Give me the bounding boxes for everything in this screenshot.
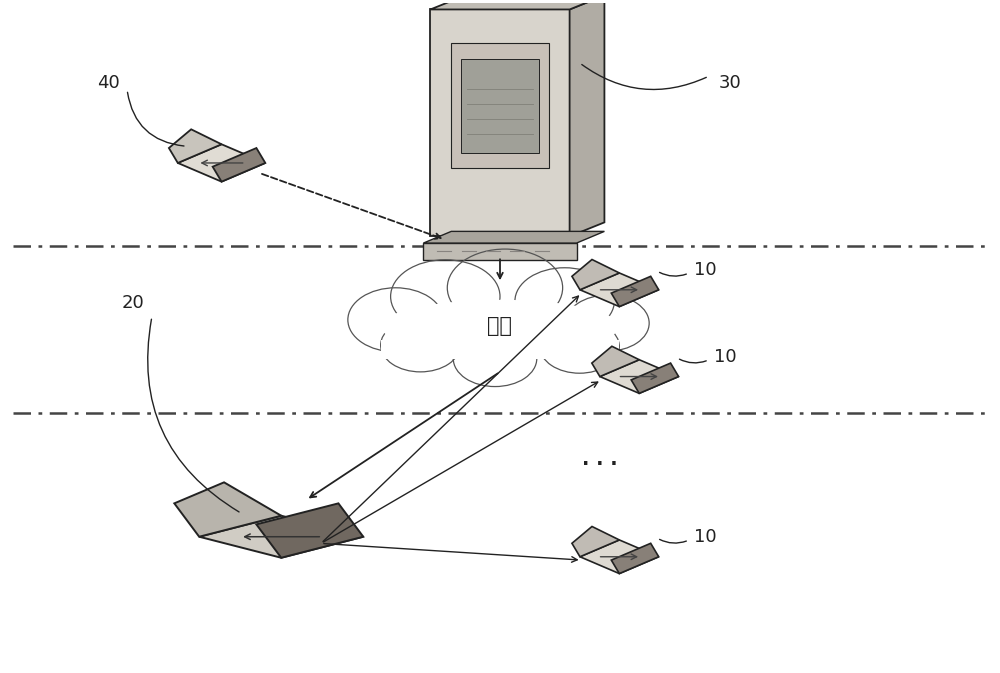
Polygon shape <box>461 59 539 153</box>
Circle shape <box>391 260 500 333</box>
Circle shape <box>381 318 460 372</box>
Polygon shape <box>572 260 619 290</box>
Polygon shape <box>430 0 604 9</box>
Polygon shape <box>451 44 549 168</box>
Polygon shape <box>611 543 659 573</box>
Text: . . .: . . . <box>582 450 617 470</box>
Circle shape <box>453 330 537 386</box>
Polygon shape <box>600 360 679 393</box>
Polygon shape <box>199 516 363 558</box>
Text: 40: 40 <box>97 74 120 92</box>
Polygon shape <box>169 129 222 163</box>
Circle shape <box>348 288 443 352</box>
Polygon shape <box>570 0 604 236</box>
Ellipse shape <box>351 293 649 360</box>
Polygon shape <box>213 148 265 182</box>
Ellipse shape <box>381 299 619 353</box>
Circle shape <box>447 249 563 326</box>
Polygon shape <box>430 9 570 236</box>
Polygon shape <box>423 243 577 260</box>
Polygon shape <box>580 273 659 307</box>
Circle shape <box>566 295 649 351</box>
Circle shape <box>540 320 619 374</box>
Text: 10: 10 <box>694 260 717 279</box>
Circle shape <box>515 268 614 334</box>
Polygon shape <box>178 144 265 182</box>
Text: 10: 10 <box>694 528 717 546</box>
Text: 30: 30 <box>719 74 742 92</box>
Polygon shape <box>592 347 639 377</box>
Polygon shape <box>423 232 604 243</box>
Polygon shape <box>580 540 659 573</box>
Polygon shape <box>174 483 281 537</box>
Polygon shape <box>256 503 363 558</box>
Polygon shape <box>611 277 659 307</box>
Polygon shape <box>572 526 619 557</box>
Polygon shape <box>631 363 679 393</box>
Text: 20: 20 <box>122 294 145 312</box>
Text: 网络: 网络 <box>488 316 512 336</box>
Text: 10: 10 <box>714 347 736 365</box>
Polygon shape <box>381 340 619 359</box>
